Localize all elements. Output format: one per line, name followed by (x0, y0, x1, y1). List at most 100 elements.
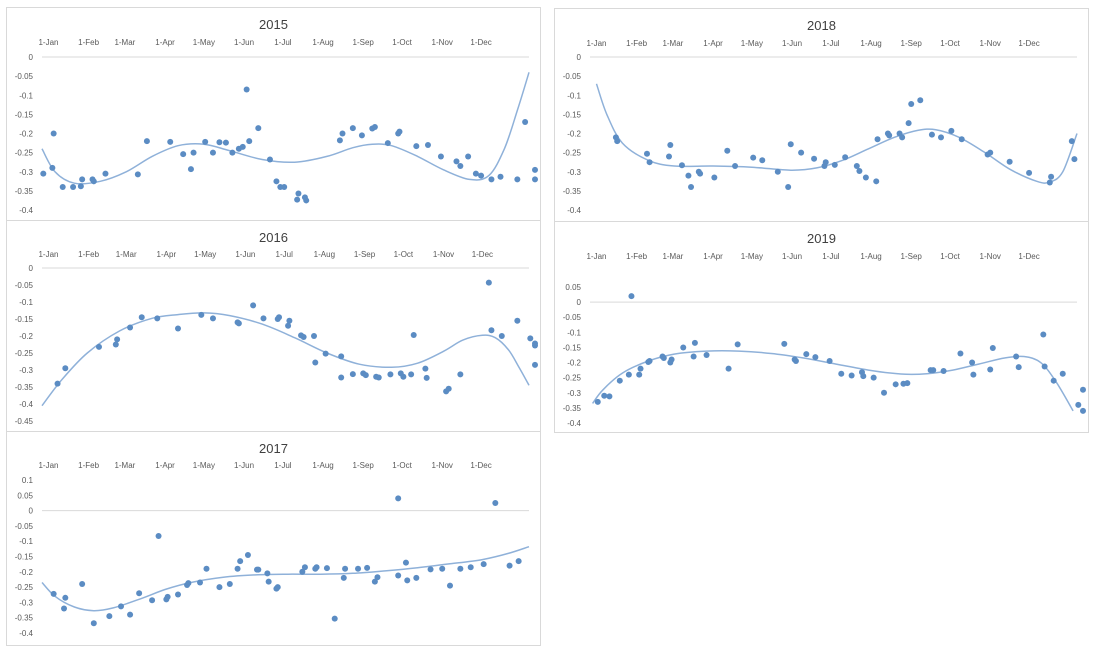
x-tick-label: 1-Nov (433, 250, 454, 259)
chart-title: 2016 (259, 230, 288, 245)
x-tick-label: 1-Aug (312, 38, 333, 47)
data-point (313, 564, 320, 571)
x-tick-label: 1-Nov (432, 461, 453, 470)
data-point (127, 611, 134, 618)
y-tick-label: -0.35 (15, 187, 34, 196)
data-point (781, 340, 788, 347)
data-point (811, 155, 818, 162)
y-tick-label: -0.3 (567, 168, 581, 177)
data-point (899, 134, 906, 141)
y-tick-label: -0.2 (19, 130, 33, 139)
data-point (62, 594, 69, 601)
data-point (339, 130, 346, 137)
chart-svg: 2017 1-Jan 1-Feb 1-Mar 1-Apr 1-May 1-Jun 1-Jul 1… (15, 441, 530, 638)
y-tick-label: -0.3 (19, 598, 33, 607)
x-tick-label: 1-Aug (860, 39, 881, 48)
data-point (387, 371, 394, 378)
data-point (989, 345, 996, 352)
y-tick-label: 0.05 (17, 491, 33, 500)
data-point (643, 150, 650, 157)
data-point (472, 170, 479, 177)
data-point (61, 605, 68, 612)
data-point (274, 584, 281, 591)
data-point (457, 163, 464, 170)
data-point (198, 311, 205, 318)
data-point (445, 385, 452, 392)
data-point (506, 562, 513, 569)
x-tick-label: 1-Jan (38, 461, 58, 470)
data-point (930, 367, 937, 374)
data-point (413, 574, 420, 581)
chart-panel-2019: 2019 1-Jan 1-Feb 1-Mar 1-Apr 1-May 1-Jun 1-Jul 1… (554, 221, 1089, 433)
data-point (759, 157, 766, 164)
data-point (734, 341, 741, 348)
y-tick-label: 0 (29, 264, 34, 273)
data-point (273, 178, 280, 185)
y-tick-label: -0.05 (15, 522, 34, 531)
x-tick-label: 1-Apr (703, 252, 723, 261)
data-point (95, 343, 102, 350)
data-point (628, 293, 635, 300)
x-tick-label: 1-Sep (354, 250, 376, 259)
data-point (725, 365, 732, 372)
y-tick-label: -0.45 (15, 417, 34, 426)
data-point (1040, 331, 1047, 338)
y-tick-label: -0.25 (563, 374, 582, 383)
chart-panel-2018: 2018 1-Jan 1-Feb 1-Mar 1-Apr 1-May 1-Jun 1-Jul 1… (554, 8, 1089, 222)
data-point (688, 184, 695, 191)
x-tick-label: 1-Dec (470, 38, 491, 47)
data-point (90, 620, 97, 627)
data-point (787, 141, 794, 148)
data-point (70, 184, 77, 191)
data-point (50, 590, 57, 597)
data-point (480, 561, 487, 568)
data-point (395, 572, 402, 579)
chart-svg: 2019 1-Jan 1-Feb 1-Mar 1-Apr 1-May 1-Jun 1-Jul 1… (563, 231, 1086, 428)
y-tick-label: -0.3 (19, 366, 33, 375)
data-point (1075, 401, 1082, 408)
data-point (831, 161, 838, 168)
data-point (881, 389, 888, 396)
x-tick-label: 1-Mar (116, 250, 137, 259)
data-point (62, 365, 69, 372)
x-tick-label: 1-Sep (901, 252, 923, 261)
y-tick-label: -0.4 (19, 629, 33, 638)
data-point (226, 581, 233, 588)
data-point (312, 359, 319, 366)
data-point (301, 564, 308, 571)
data-point (848, 372, 855, 379)
data-point (660, 355, 667, 362)
data-point (303, 197, 310, 204)
data-point (987, 366, 994, 373)
y-tick-label: -0.05 (15, 72, 34, 81)
data-point (413, 143, 420, 150)
x-tick-label: 1-Jun (782, 252, 802, 261)
data-point (185, 580, 192, 587)
data-point (349, 125, 356, 132)
data-point (395, 495, 402, 502)
data-point (874, 136, 881, 143)
y-tick-label: 0 (577, 53, 582, 62)
data-point (697, 170, 704, 177)
chart-svg: 2015 1-Jan 1-Feb 1-Mar 1-Apr 1-May 1-Jun 1-Jul 1… (15, 17, 538, 215)
data-point (384, 140, 391, 147)
y-tick-label: -0.25 (15, 149, 34, 158)
data-point (957, 350, 964, 357)
y-tick-label: -0.35 (563, 404, 582, 413)
data-point (222, 139, 229, 146)
data-point (281, 184, 288, 191)
data-point (1080, 407, 1086, 414)
y-tick-label: -0.2 (19, 568, 33, 577)
x-tick-label: 1-May (741, 252, 763, 261)
data-point (154, 315, 161, 322)
data-point (1068, 138, 1075, 145)
data-point (457, 371, 464, 378)
x-tick-label: 1-Apr (155, 38, 175, 47)
x-tick-label: 1-Jun (234, 38, 254, 47)
data-point (970, 371, 977, 378)
data-point (478, 172, 485, 179)
data-point (400, 373, 407, 380)
x-tick-label: 1-Dec (1018, 252, 1039, 261)
data-point (338, 353, 345, 360)
chart-svg: 2016 1-Jan 1-Feb 1-Mar 1-Apr 1-May 1-Jun 1-Jul 1… (15, 230, 538, 426)
